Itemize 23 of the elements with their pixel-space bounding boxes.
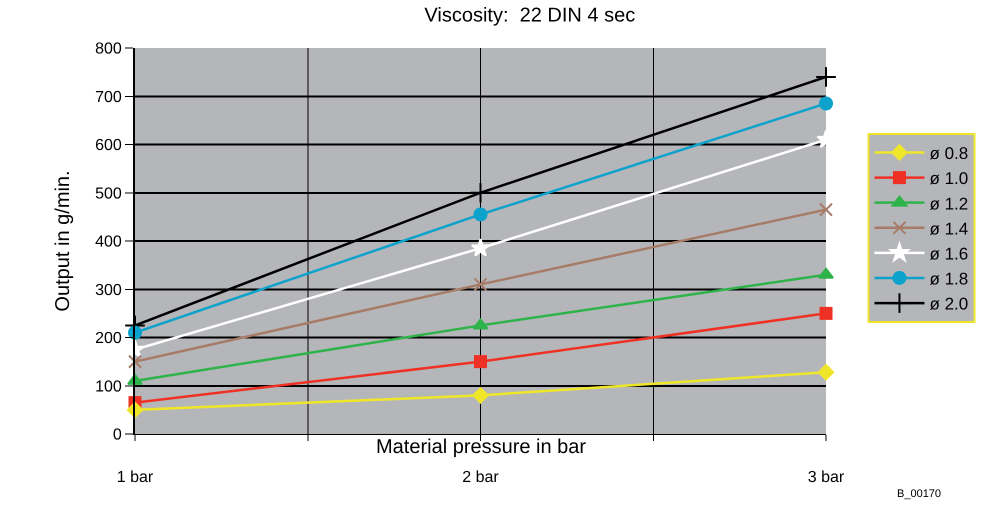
legend-label: ø 1.8 bbox=[929, 270, 968, 289]
y-tick-label: 200 bbox=[95, 330, 122, 348]
y-tick-label: 0 bbox=[112, 426, 122, 444]
y-tick-label: 100 bbox=[95, 378, 122, 396]
legend-label: ø 1.6 bbox=[929, 244, 968, 264]
y-tick-label: 600 bbox=[95, 137, 122, 154]
y-tick-label: 400 bbox=[95, 234, 122, 251]
x-tick-label: 1 bar bbox=[116, 469, 154, 486]
text: B_00170 bbox=[897, 488, 942, 500]
x-tick-label: 2 bar bbox=[462, 469, 500, 486]
y-tick-label: 800 bbox=[95, 40, 122, 58]
legend-label: ø 0.8 bbox=[929, 144, 968, 164]
legend-label: ø 1.0 bbox=[929, 169, 968, 188]
x-axis-title: Material pressure in bar bbox=[376, 436, 586, 458]
chart-title: Viscosity: 22 DIN 4 sec bbox=[424, 4, 636, 27]
legend-label: ø 1.4 bbox=[929, 219, 968, 238]
y-axis-title: Output in g/min. bbox=[52, 170, 74, 312]
legend-label: ø 1.2 bbox=[929, 194, 968, 214]
y-tick-label: 500 bbox=[95, 185, 122, 202]
x-tick-label: 3 bar bbox=[808, 469, 845, 486]
y-tick-label: 700 bbox=[95, 88, 122, 106]
y-tick-label: 300 bbox=[95, 282, 122, 299]
legend-label: ø 2.0 bbox=[929, 294, 968, 314]
